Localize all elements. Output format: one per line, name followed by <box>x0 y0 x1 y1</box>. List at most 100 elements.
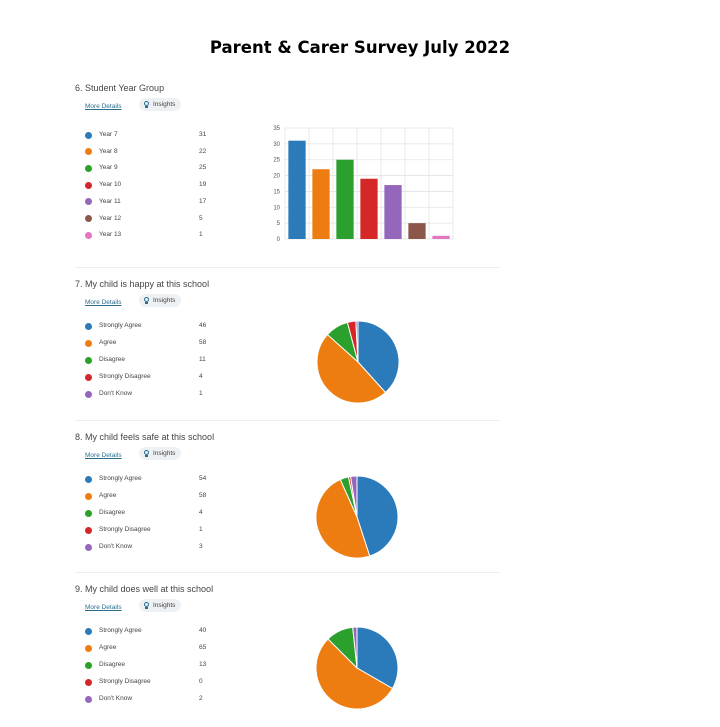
legend-swatch <box>85 678 92 686</box>
legend-item: Strongly Agree 54 <box>85 474 215 484</box>
more-details-link[interactable]: More Details <box>85 299 122 306</box>
question-title: 9. My child does well at this school <box>75 584 214 594</box>
y-tick-label: 0 <box>277 237 281 243</box>
legend-label: Strongly Agree <box>99 322 142 329</box>
legend-swatch <box>85 695 92 703</box>
legend-count: 3 <box>199 543 203 550</box>
legend-label: Agree <box>99 339 117 346</box>
legend-label: Year 13 <box>99 231 122 239</box>
legend-label: Strongly Disagree <box>99 678 151 685</box>
bar <box>408 223 426 239</box>
legend-count: 46 <box>199 322 207 329</box>
legend-swatch <box>85 231 92 239</box>
more-details-link[interactable]: More Details <box>85 452 122 459</box>
legend-swatch <box>85 215 92 222</box>
legend-item: Year 12 5 <box>85 214 215 224</box>
legend-swatch <box>85 198 92 206</box>
legend-count: 58 <box>199 492 207 499</box>
pie-slice <box>315 638 394 710</box>
bar <box>432 235 450 239</box>
legend-item: Strongly Disagree 1 <box>85 525 215 535</box>
legend-count: 4 <box>199 373 203 380</box>
legend-item: Disagree 11 <box>85 355 215 365</box>
legend-count: 0 <box>199 678 203 685</box>
legend-swatch <box>85 148 92 156</box>
page-title: Parent & Carer Survey July 2022 <box>209 38 511 57</box>
legend-count: 65 <box>199 644 207 651</box>
legend-label: Strongly Agree <box>99 475 142 482</box>
legend-label: Agree <box>99 492 117 499</box>
legend-swatch <box>85 661 92 669</box>
legend-item: Year 10 19 <box>85 180 215 190</box>
question-section-happy: 7. My child is happy at this school More… <box>75 279 500 409</box>
y-tick-label: 10 <box>273 205 280 211</box>
insights-button[interactable]: Insights <box>139 294 182 307</box>
legend-label: Year 9 <box>99 164 118 172</box>
bar <box>288 140 306 239</box>
more-details-link[interactable]: More Details <box>85 103 122 110</box>
pie-chart <box>316 320 400 404</box>
lightbulb-icon <box>143 100 150 109</box>
legend-swatch <box>85 627 92 635</box>
legend-count: 11 <box>199 356 206 363</box>
insights-label: Insights <box>153 297 176 304</box>
legend-count: 58 <box>199 339 207 346</box>
legend-item: Year 7 31 <box>85 130 215 140</box>
legend-count: 1 <box>199 390 203 397</box>
legend-item: Don't Know 3 <box>85 542 215 552</box>
insights-label: Insights <box>153 450 176 457</box>
divider <box>75 420 500 421</box>
y-tick-label: 25 <box>273 158 280 164</box>
y-tick-label: 35 <box>273 126 280 132</box>
pie-chart <box>315 626 399 710</box>
pie-slice <box>356 626 399 690</box>
legend-swatch <box>85 322 92 330</box>
legend-label: Disagree <box>99 661 126 668</box>
pie-slice <box>356 475 399 557</box>
y-tick-label: 15 <box>273 189 280 195</box>
legend-swatch <box>85 390 92 398</box>
pie-chart <box>315 475 399 559</box>
insights-label: Insights <box>153 602 176 609</box>
legend-swatch <box>85 644 92 652</box>
legend-swatch <box>85 164 92 172</box>
question-section-safe: 8. My child feels safe at this school Mo… <box>75 432 500 562</box>
legend-swatch <box>85 181 92 189</box>
legend-swatch <box>85 526 92 534</box>
pie-slice <box>315 478 371 559</box>
legend-swatch <box>85 356 92 364</box>
legend-count: 1 <box>199 231 203 239</box>
pie-slice <box>352 626 358 669</box>
legend-swatch <box>85 543 92 551</box>
divider <box>75 572 500 573</box>
question-title: 7. My child is happy at this school <box>75 279 210 289</box>
legend-item: Year 9 25 <box>85 163 215 173</box>
legend-label: Year 7 <box>99 131 118 138</box>
legend-count: 40 <box>199 627 207 634</box>
insights-button[interactable]: Insights <box>139 599 182 612</box>
bar <box>384 185 402 239</box>
legend-count: 25 <box>199 164 207 172</box>
legend-item: Agree 58 <box>85 491 215 501</box>
more-details-link[interactable]: More Details <box>85 604 122 611</box>
lightbulb-icon <box>143 296 150 305</box>
legend-item: Year 8 22 <box>85 147 215 157</box>
legend-swatch <box>85 131 92 139</box>
legend-label: Year 12 <box>99 214 122 222</box>
pie-slice <box>350 475 358 518</box>
legend-count: 54 <box>199 475 207 482</box>
legend-label: Don't Know <box>99 695 133 702</box>
legend-count: 5 <box>199 214 203 222</box>
pie-slice <box>357 320 400 394</box>
legend-item: Disagree 13 <box>85 660 215 670</box>
legend-count: 13 <box>199 661 207 668</box>
insights-button[interactable]: Insights <box>139 447 182 460</box>
bar <box>360 178 378 239</box>
insights-label: Insights <box>153 101 176 108</box>
divider <box>75 267 500 268</box>
legend-count: 31 <box>199 131 207 138</box>
insights-button[interactable]: Insights <box>139 98 182 111</box>
legend-swatch <box>85 373 92 381</box>
legend-label: Year 10 <box>99 181 122 189</box>
legend-count: 1 <box>199 526 203 533</box>
